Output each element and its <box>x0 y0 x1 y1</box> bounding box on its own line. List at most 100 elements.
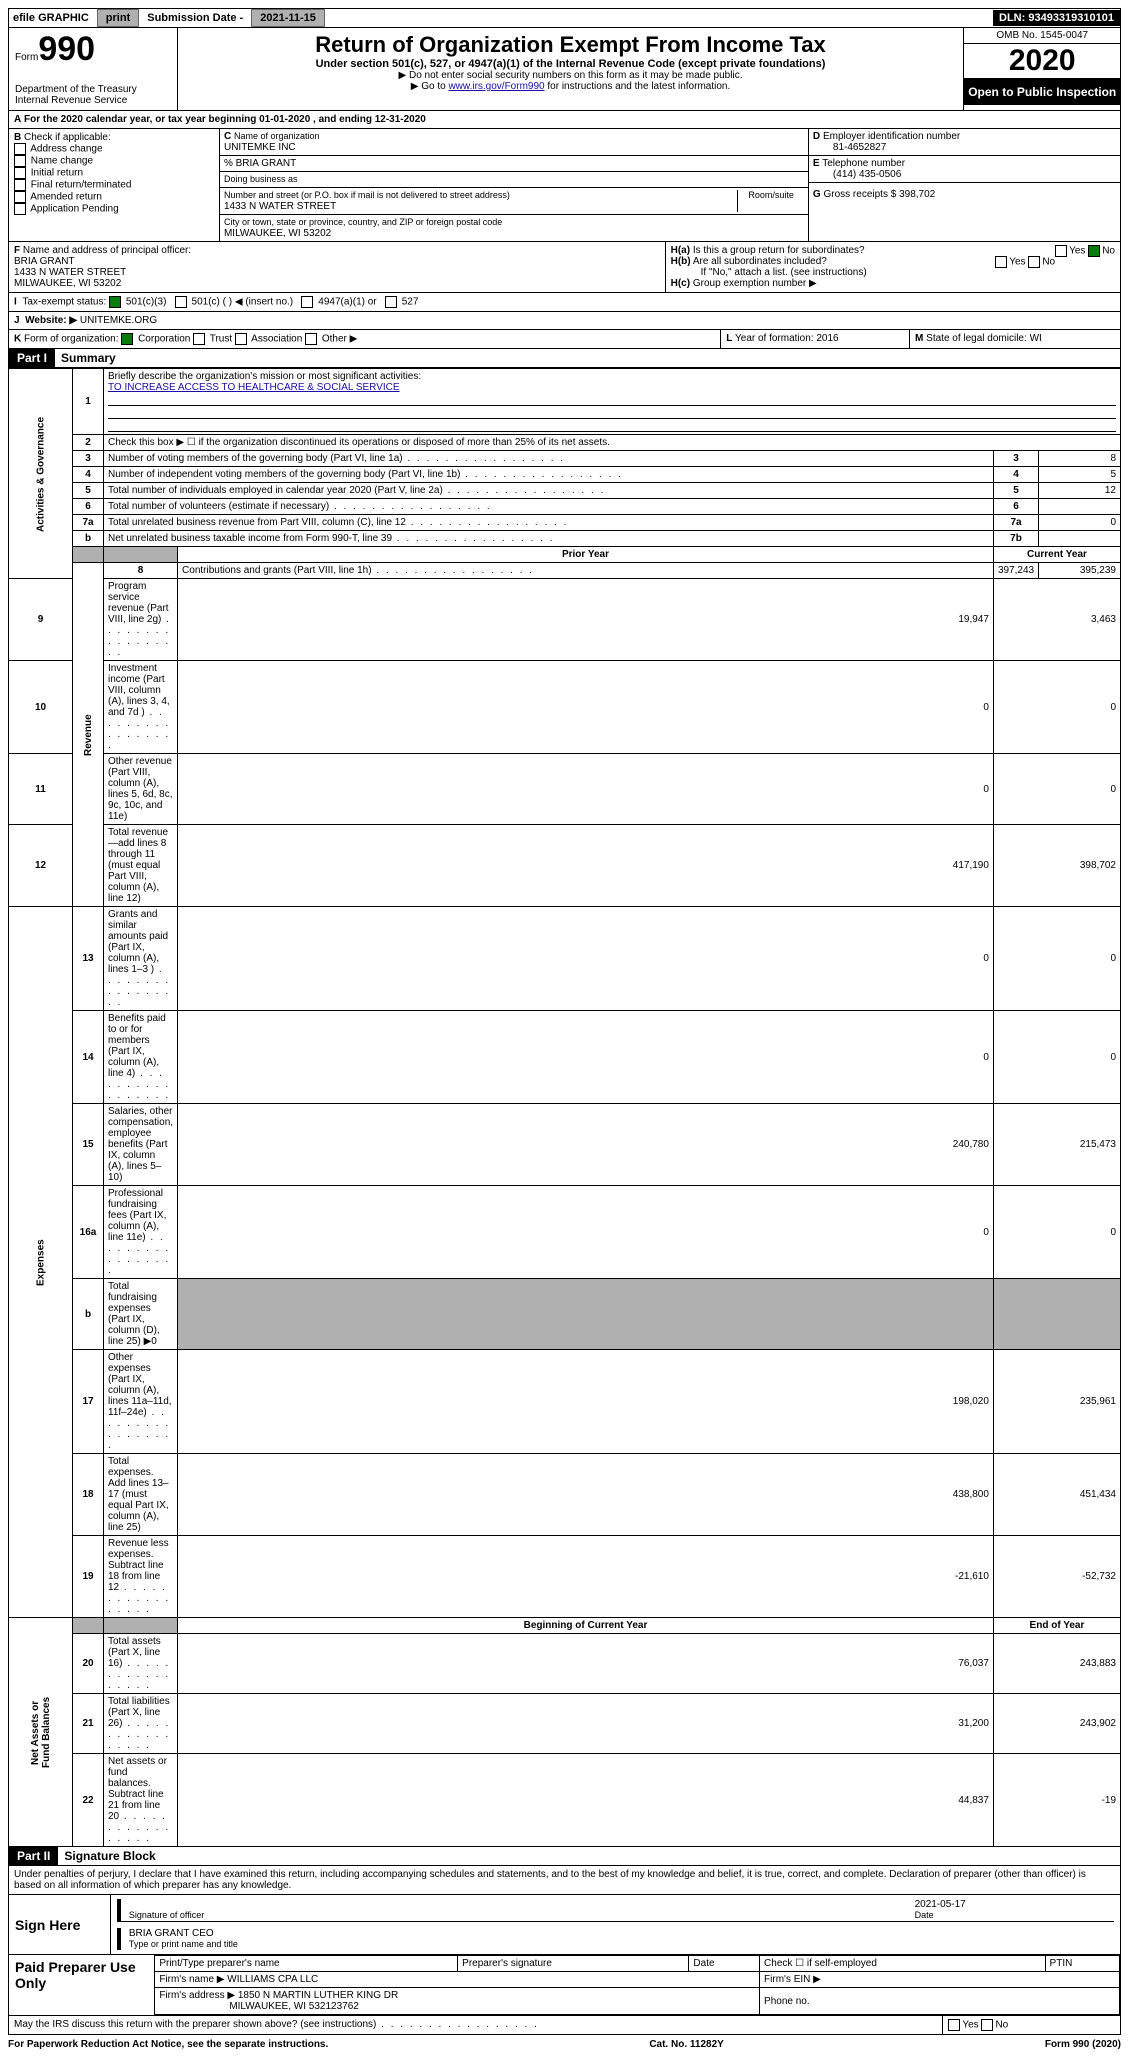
side-revenue: Revenue <box>73 563 104 907</box>
website-url: UNITEMKE.ORG <box>80 315 157 326</box>
submission-date-value: 2021-11-15 <box>251 9 325 27</box>
sig-officer-label: Signature of officer <box>129 1910 204 1920</box>
firm-addr2: MILWAUKEE, WI 532123762 <box>159 2001 359 2012</box>
form-word: Form <box>15 52 38 63</box>
line-2: Check this box ▶ ☐ if the organization d… <box>104 435 1121 451</box>
sig-date: 2021-05-17 <box>915 1899 966 1910</box>
open-inspection: Open to Public Inspection <box>964 79 1120 105</box>
part-ii-tag: Part II <box>9 1847 58 1865</box>
checkbox-final-return[interactable] <box>14 179 26 191</box>
side-governance: Activities & Governance <box>9 369 73 579</box>
box-b: B Check if applicable: Address change Na… <box>9 129 220 241</box>
part-ii-header: Part II Signature Block <box>8 1847 1121 1866</box>
form-note-1: ▶ Do not enter social security numbers o… <box>182 70 960 81</box>
chk-corp[interactable] <box>121 333 133 345</box>
hdr-end: End of Year <box>993 1618 1120 1634</box>
chk-4947[interactable] <box>301 296 313 308</box>
officer-group-row: F Name and address of principal officer:… <box>8 242 1121 293</box>
firm-name: WILLIAMS CPA LLC <box>227 1974 318 1985</box>
street-address: 1433 N WATER STREET <box>224 201 336 212</box>
discuss-no[interactable] <box>981 2019 993 2031</box>
page-footer: For Paperwork Reduction Act Notice, see … <box>8 2035 1121 2054</box>
dba-label: Doing business as <box>224 174 298 184</box>
ha-no[interactable] <box>1088 245 1100 257</box>
period-row: A For the 2020 calendar year, or tax yea… <box>8 111 1121 129</box>
chk-501c[interactable] <box>175 296 187 308</box>
org-name: UNITEMKE INC <box>224 142 296 153</box>
hb-no[interactable] <box>1028 256 1040 268</box>
mission-text: TO INCREASE ACCESS TO HEALTHCARE & SOCIA… <box>108 382 400 393</box>
tax-year: 2020 <box>964 44 1120 79</box>
submission-date-label: Submission Date - <box>143 12 247 24</box>
omb-number: OMB No. 1545-0047 <box>964 28 1120 44</box>
city-state-zip: MILWAUKEE, WI 53202 <box>224 228 331 239</box>
form-header: Form990 Department of the Treasury Inter… <box>8 28 1121 111</box>
form-title: Return of Organization Exempt From Incom… <box>182 32 960 58</box>
year-formation: 2016 <box>816 333 838 344</box>
hdr-prior: Prior Year <box>178 547 994 563</box>
dept-label: Department of the Treasury Internal Reve… <box>15 84 171 106</box>
header-right: OMB No. 1545-0047 2020 Open to Public In… <box>963 28 1120 110</box>
irs-link[interactable]: www.irs.gov/Form990 <box>448 81 544 92</box>
box-d-e-g: D Employer identification number81-46528… <box>809 129 1120 241</box>
form-id-block: Form990 Department of the Treasury Inter… <box>9 28 178 110</box>
ein-value: 81-4652827 <box>813 142 886 153</box>
paid-preparer-label: Paid Preparer Use Only <box>9 1955 154 2015</box>
firm-phone-label: Phone no. <box>760 1988 1120 2015</box>
row-klm: K Form of organization: Corporation Trus… <box>8 330 1121 349</box>
checkbox-address-change[interactable] <box>14 143 26 155</box>
part-ii-title: Signature Block <box>64 1849 155 1863</box>
footer-mid: Cat. No. 11282Y <box>649 2039 723 2050</box>
summary-table: Activities & Governance 1 Briefly descri… <box>8 368 1121 1847</box>
top-bar: efile GRAPHIC print Submission Date - 20… <box>8 8 1121 28</box>
box-h: H(a) Is this a group return for subordin… <box>666 242 1120 292</box>
chk-assoc[interactable] <box>235 333 247 345</box>
state-domicile: WI <box>1030 333 1042 344</box>
val-7b <box>1039 531 1121 547</box>
form-number: 990 <box>38 30 95 68</box>
checkbox-amended[interactable] <box>14 191 26 203</box>
chk-other[interactable] <box>305 333 317 345</box>
care-of: % BRIA GRANT <box>224 158 296 169</box>
hdr-beginning: Beginning of Current Year <box>178 1618 994 1634</box>
firm-ein-label: Firm's EIN ▶ <box>760 1972 1120 1988</box>
officer-name: BRIA GRANT <box>14 256 75 267</box>
footer-left: For Paperwork Reduction Act Notice, see … <box>8 2039 328 2050</box>
part-i-title: Summary <box>61 351 116 365</box>
discuss-row: May the IRS discuss this return with the… <box>8 2016 1121 2035</box>
print-button[interactable]: print <box>97 9 139 27</box>
chk-527[interactable] <box>385 296 397 308</box>
box-b-label: Check if applicable: <box>24 132 111 143</box>
val-6 <box>1039 499 1121 515</box>
identity-block: B Check if applicable: Address change Na… <box>8 129 1121 242</box>
efile-label: efile GRAPHIC <box>9 12 93 24</box>
ha-yes[interactable] <box>1055 245 1067 257</box>
form-note-2: ▶ Go to www.irs.gov/Form990 for instruct… <box>182 81 960 92</box>
paid-preparer-block: Paid Preparer Use Only Print/Type prepar… <box>8 1955 1121 2016</box>
hb-yes[interactable] <box>995 256 1007 268</box>
discuss-yes[interactable] <box>948 2019 960 2031</box>
val-7a: 0 <box>1039 515 1121 531</box>
chk-trust[interactable] <box>193 333 205 345</box>
perjury-text: Under penalties of perjury, I declare th… <box>8 1866 1121 1895</box>
checkbox-app-pending[interactable] <box>14 203 26 215</box>
chk-501c3[interactable] <box>109 296 121 308</box>
row-i: I Tax-exempt status: 501(c)(3) 501(c) ( … <box>8 293 1121 312</box>
side-expenses: Expenses <box>9 907 73 1618</box>
room-suite-label: Room/suite <box>748 190 794 200</box>
gross-receipts: 398,702 <box>899 189 935 200</box>
part-i-header: Part I Summary <box>8 349 1121 368</box>
val-5: 12 <box>1039 483 1121 499</box>
val-4: 5 <box>1039 467 1121 483</box>
checkbox-name-change[interactable] <box>14 155 26 167</box>
part-i-tag: Part I <box>9 349 55 367</box>
officer-addr2: MILWAUKEE, WI 53202 <box>14 278 121 289</box>
checkbox-initial-return[interactable] <box>14 167 26 179</box>
form-subtitle: Under section 501(c), 527, or 4947(a)(1)… <box>182 58 960 70</box>
sign-here-label: Sign Here <box>9 1895 110 1954</box>
form-title-block: Return of Organization Exempt From Incom… <box>178 28 964 110</box>
group-exemption: Group exemption number ▶ <box>693 278 817 289</box>
dln-value: DLN: 93493319310101 <box>993 10 1120 26</box>
officer-printed-name: BRIA GRANT CEO <box>129 1928 214 1939</box>
box-c: C Name of organizationUNITEMKE INC % BRI… <box>220 129 809 241</box>
